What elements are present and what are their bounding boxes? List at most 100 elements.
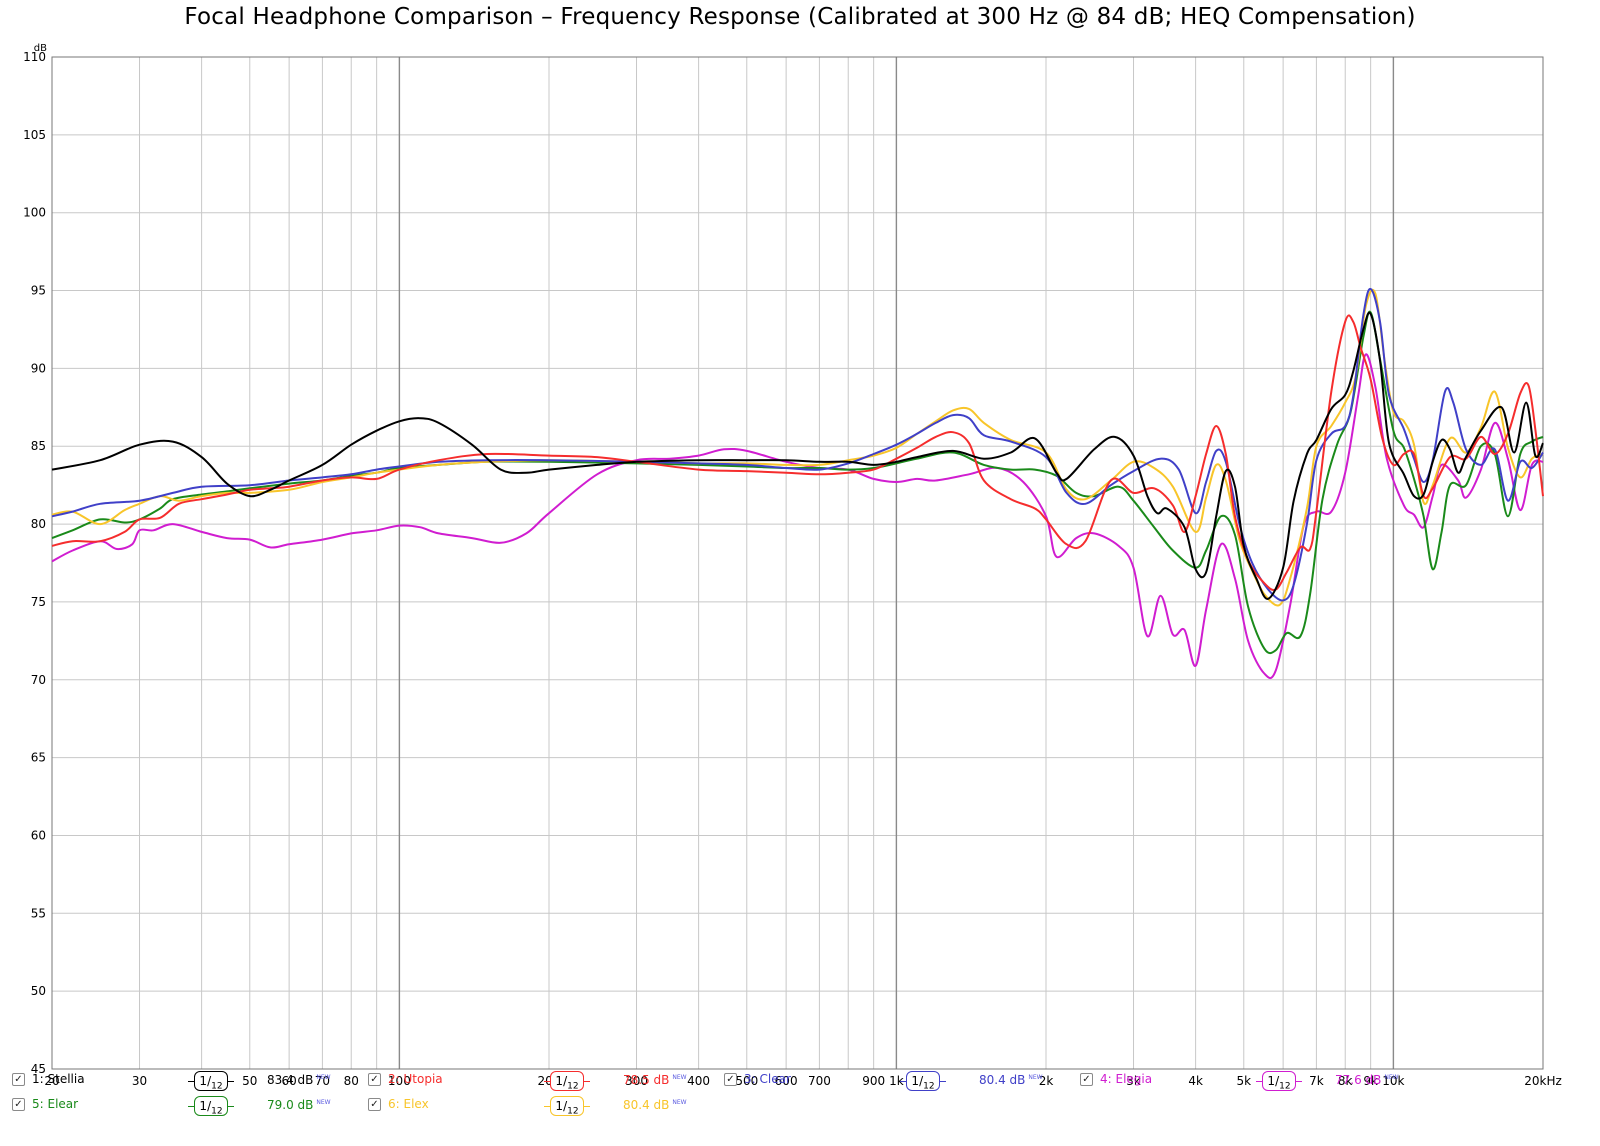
level-value: 79.0 dB [267, 1098, 314, 1112]
level-value: 83.4 dB [267, 1073, 314, 1087]
y-tick-label: 65 [31, 751, 46, 765]
legend-item[interactable]: ✓ 2: Utopia [368, 1072, 443, 1086]
series-line-clear [51, 288, 1544, 602]
y-tick-label: 110 [23, 50, 46, 64]
x-tick-label: 30 [132, 1074, 147, 1088]
level-readout: 83.4 dB NEW [267, 1073, 331, 1087]
x-tick-label: 100 [388, 1074, 411, 1088]
legend-label: 1: Stellia [32, 1072, 85, 1086]
x-tick-label: 4k [1188, 1074, 1203, 1088]
checkbox[interactable]: ✓ [724, 1072, 737, 1086]
level-value: 78.5 dB [623, 1073, 670, 1087]
legend-item[interactable]: ✓ 1: Stellia [12, 1072, 85, 1086]
new-badge: NEW [316, 1099, 331, 1106]
x-tick-label: 700 [808, 1074, 831, 1088]
smoothing-button[interactable]: 1/12 [900, 1071, 946, 1091]
y-tick-label: 105 [23, 128, 46, 142]
x-tick-label: 900 [862, 1074, 885, 1088]
smoothing-denominator: 12 [1279, 1081, 1291, 1092]
level-readout: 80.4 dB NEW [623, 1098, 687, 1112]
smoothing-numerator: 1 [911, 1074, 920, 1088]
y-tick-label: 70 [31, 673, 46, 687]
smoothing-numerator: 1 [555, 1099, 564, 1113]
x-tick-label: 300 [625, 1074, 648, 1088]
smoothing-denominator: 12 [567, 1081, 579, 1092]
x-tick-label: 60 [281, 1074, 296, 1088]
x-tick-label: 50 [242, 1074, 257, 1088]
x-tick-label: 1k [889, 1074, 904, 1088]
y-tick-label: 75 [31, 595, 46, 609]
checkbox[interactable]: ✓ [368, 1072, 381, 1086]
smoothing-numerator: 1 [1267, 1074, 1276, 1088]
x-tick-label: 2k [1039, 1074, 1054, 1088]
y-tick-label: 90 [31, 361, 46, 375]
y-tick-label: 55 [31, 906, 46, 920]
smoothing-button[interactable]: 1/12 [188, 1071, 234, 1091]
level-readout: 77.6 dB NEW [1335, 1073, 1399, 1087]
x-tick-label: 10k [1382, 1074, 1404, 1088]
x-tick-label: 500 [735, 1074, 758, 1088]
series-line-stellia [51, 311, 1544, 600]
legend-label: 4: Elegia [1100, 1072, 1153, 1086]
new-badge: NEW [672, 1099, 687, 1106]
checkbox[interactable]: ✓ [1080, 1072, 1093, 1086]
legend-item[interactable]: ✓ 3: Clear [724, 1072, 791, 1086]
smoothing-button[interactable]: 1/12 [188, 1096, 234, 1116]
smoothing-denominator: 12 [567, 1106, 579, 1117]
new-badge: NEW [1384, 1074, 1399, 1081]
level-readout: 80.4 dB NEW [979, 1073, 1043, 1087]
y-tick-label: 60 [31, 828, 46, 842]
smoothing-denominator: 12 [923, 1081, 935, 1092]
x-tick-label: 8k [1338, 1074, 1353, 1088]
level-readout: 79.0 dB NEW [267, 1098, 331, 1112]
smoothing-button[interactable]: 1/12 [1256, 1071, 1302, 1091]
x-tick-label: 80 [344, 1074, 359, 1088]
x-tick-label: 600 [775, 1074, 798, 1088]
new-badge: NEW [1028, 1074, 1043, 1081]
frequency-response-plot: 4550556065707580859095100105110203040506… [23, 43, 1562, 1088]
x-tick-label: 9k [1363, 1074, 1378, 1088]
smoothing-button[interactable]: 1/12 [544, 1096, 590, 1116]
plot-frame [51, 56, 1544, 1070]
series-line-utopia [51, 314, 1544, 591]
x-tick-label: 70 [315, 1074, 330, 1088]
chart-title: Focal Headphone Comparison – Frequency R… [184, 4, 1416, 30]
x-tick-label: 5k [1236, 1074, 1251, 1088]
level-value: 80.4 dB [623, 1098, 670, 1112]
y-tick-label: 50 [31, 984, 46, 998]
series-line-elegia [51, 353, 1544, 680]
y-tick-label: 85 [31, 439, 46, 453]
smoothing-numerator: 1 [555, 1074, 564, 1088]
y-tick-label: 45 [31, 1062, 46, 1076]
smoothing-numerator: 1 [199, 1099, 208, 1113]
checkbox[interactable]: ✓ [12, 1097, 25, 1111]
y-tick-label: 80 [31, 517, 46, 531]
legend-label: 5: Elear [32, 1097, 79, 1111]
x-tick-label: 7k [1309, 1074, 1324, 1088]
x-tick-label: 400 [687, 1074, 710, 1088]
x-tick-label: 20 [44, 1074, 59, 1088]
legend-item[interactable]: ✓ 4: Elegia [1080, 1072, 1152, 1086]
y-tick-label: 100 [23, 206, 46, 220]
new-badge: NEW [316, 1074, 331, 1081]
level-value: 80.4 dB [979, 1073, 1026, 1087]
plot-area [52, 57, 1543, 1069]
legend-item[interactable]: ✓ 5: Elear [12, 1097, 78, 1111]
smoothing-denominator: 12 [211, 1106, 223, 1117]
smoothing-denominator: 12 [211, 1081, 223, 1092]
legend-label: 3: Clear [744, 1072, 791, 1086]
new-badge: NEW [672, 1074, 687, 1081]
x-tick-label: 3k [1126, 1074, 1141, 1088]
smoothing-button[interactable]: 1/12 [544, 1071, 590, 1091]
y-tick-label: 95 [31, 284, 46, 298]
x-tick-label: 20kHz [1524, 1074, 1562, 1088]
legend-label: 6: Elex [388, 1097, 429, 1111]
legend-item[interactable]: ✓ 6: Elex [368, 1097, 429, 1111]
level-readout: 78.5 dB NEW [623, 1073, 687, 1087]
smoothing-numerator: 1 [199, 1074, 208, 1088]
y-axis-label: dB [34, 43, 47, 54]
legend-label: 2: Utopia [388, 1072, 443, 1086]
checkbox[interactable]: ✓ [12, 1072, 25, 1086]
level-value: 77.6 dB [1335, 1073, 1382, 1087]
checkbox[interactable]: ✓ [368, 1097, 381, 1111]
